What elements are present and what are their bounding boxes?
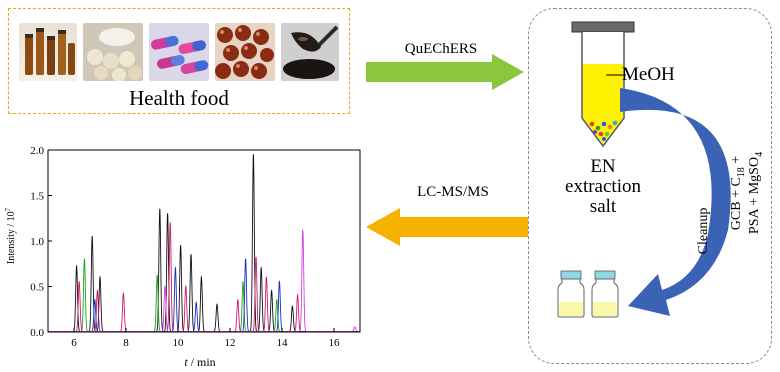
y-tick-label: 1.0 bbox=[30, 236, 44, 248]
sorbent-line-1: GCB + C18 + bbox=[729, 155, 747, 231]
chromatogram-trace-5 bbox=[48, 229, 360, 332]
meoh-pointer-line bbox=[606, 74, 626, 76]
capsules-icon bbox=[149, 23, 209, 81]
chromatogram-chart: 6 8 10 12 14 16 0.0 0.5 1.0 1.5 2.0 Intensity / 10… bbox=[4, 145, 361, 369]
amber-vials-icon bbox=[19, 23, 77, 81]
sorbent-line-2: PSA + MgSO4 bbox=[747, 151, 765, 235]
y-tick-label: 0.0 bbox=[30, 327, 44, 339]
x-tick-label: 16 bbox=[329, 337, 341, 349]
centrifuge-tube-icon bbox=[571, 21, 635, 148]
cleanup-label: Cleanup bbox=[696, 207, 711, 255]
salt-label-line-1: EN bbox=[590, 156, 616, 177]
x-tick-label: 6 bbox=[71, 337, 77, 349]
health-food-label: Health food bbox=[129, 86, 229, 110]
lcms-arrow bbox=[366, 208, 528, 246]
x-tick-label: 10 bbox=[173, 337, 185, 349]
lcms-label: LC-MS/MS bbox=[417, 184, 489, 200]
quechers-label: QuEChERS bbox=[404, 41, 478, 57]
tablets-icon bbox=[83, 23, 143, 81]
y-tick-label: 1.5 bbox=[30, 191, 44, 203]
softgels-icon bbox=[215, 23, 275, 81]
y-tick-label: 2.0 bbox=[30, 145, 44, 157]
y-axis-label: Intensity / 107 bbox=[4, 207, 17, 264]
vial-icon-1 bbox=[557, 270, 585, 318]
salt-label-line-3: salt bbox=[589, 196, 617, 217]
x-axis-label: t / min bbox=[184, 355, 215, 369]
meoh-label: MeOH bbox=[622, 64, 675, 85]
chromatogram-trace-2 bbox=[48, 258, 360, 332]
x-tick-label: 8 bbox=[123, 337, 129, 349]
chromatogram-trace-3 bbox=[48, 222, 360, 332]
x-tick-label: 12 bbox=[225, 337, 236, 349]
chromatogram-trace-1 bbox=[48, 154, 360, 332]
x-tick-label: 14 bbox=[277, 337, 289, 349]
chromatogram-trace-4 bbox=[48, 258, 360, 332]
cleanup-curved-arrow bbox=[620, 88, 731, 316]
y-tick-label: 0.5 bbox=[30, 282, 44, 294]
vial-icon-2 bbox=[591, 270, 619, 318]
syrup-spoon-icon bbox=[281, 23, 339, 81]
sample-prep-panel bbox=[528, 8, 772, 364]
quechers-arrow bbox=[366, 54, 524, 90]
salt-label-line-2: extraction bbox=[565, 176, 641, 197]
health-food-panel bbox=[8, 8, 350, 114]
